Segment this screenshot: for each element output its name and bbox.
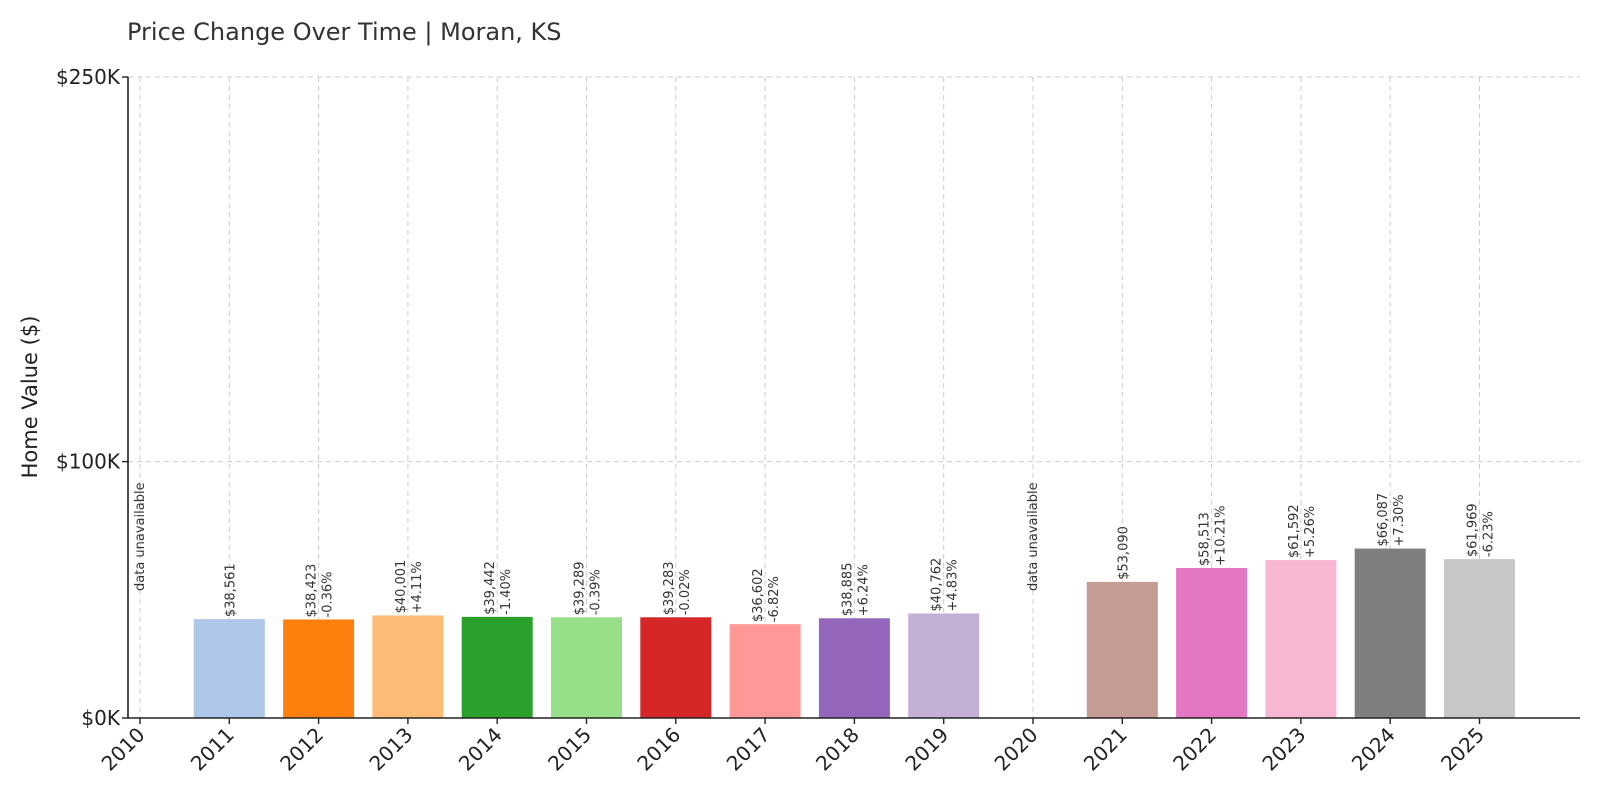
missing-data-label: data unavailable (133, 482, 148, 591)
bar-2012 (283, 619, 355, 718)
x-tick-label: 2018 (811, 723, 864, 776)
x-tick-label: 2010 (97, 723, 150, 776)
bar-2025 (1444, 559, 1515, 718)
change-label: +7.30% (1392, 494, 1407, 546)
bar-2019 (908, 613, 980, 718)
x-tick-label: 2020 (990, 723, 1043, 776)
bar-2021 (1086, 581, 1158, 718)
chart-title: Price Change Over Time | Moran, KS (127, 18, 562, 46)
change-label: +10.21% (1214, 506, 1229, 566)
missing-data-label: data unavailable (1026, 482, 1041, 591)
y-tick-label: $100K (56, 450, 121, 474)
value-label: $58,513 (1198, 512, 1213, 566)
change-label: +5.26% (1303, 506, 1318, 558)
value-label: $39,289 (573, 561, 588, 615)
value-label: $66,087 (1376, 493, 1391, 547)
value-label: $38,423 (305, 564, 320, 618)
x-tick-label: 2021 (1079, 723, 1132, 776)
y-tick-label: $0K (81, 706, 120, 730)
value-label: $40,001 (394, 560, 409, 614)
x-tick-label: 2017 (722, 723, 775, 776)
bar-2011 (193, 619, 265, 718)
value-label: $40,762 (930, 558, 945, 612)
bars (193, 548, 1515, 718)
bar-2022 (1176, 567, 1248, 718)
data-labels: data unavailable $38,561 $38,423 -0.36% $40,… (133, 482, 1497, 622)
value-label: $61,969 (1466, 503, 1481, 557)
x-tick-label: 2013 (364, 723, 417, 776)
change-label: +6.24% (856, 564, 871, 616)
x-tick-label: 2014 (454, 723, 507, 776)
change-label: -0.02% (678, 569, 693, 615)
bar-2017 (729, 624, 801, 718)
change-label: -1.40% (499, 569, 514, 615)
change-label: -0.36% (321, 571, 336, 617)
value-label: $39,283 (662, 562, 677, 616)
bar-2014 (461, 616, 533, 718)
value-label: $38,885 (840, 563, 855, 617)
bar-2023 (1265, 560, 1337, 718)
y-axis-label: Home Value ($) (18, 316, 42, 479)
y-tick-label: $250K (56, 65, 121, 89)
change-label: -0.39% (589, 569, 604, 615)
x-tick-label: 2024 (1347, 723, 1400, 776)
bar-2024 (1354, 548, 1426, 718)
bar-2015 (551, 617, 622, 718)
value-label: $61,592 (1287, 504, 1302, 558)
x-tick-label: 2022 (1168, 723, 1221, 776)
x-tick-label: 2012 (275, 723, 328, 776)
x-tick-label: 2015 (543, 723, 596, 776)
value-label: $38,561 (223, 563, 238, 617)
x-tick-label: 2011 (186, 723, 239, 776)
x-tick-label: 2016 (632, 723, 685, 776)
x-tick-label: 2023 (1257, 723, 1310, 776)
value-label: $39,442 (483, 561, 498, 615)
change-label: +4.11% (410, 561, 425, 613)
bar-2016 (640, 617, 712, 718)
x-tick-label: 2019 (900, 723, 953, 776)
bar-2018 (818, 618, 890, 718)
bar-2013 (372, 615, 444, 718)
value-label: $36,602 (751, 568, 766, 622)
change-label: +4.83% (946, 559, 961, 611)
change-label: -6.82% (767, 576, 782, 622)
x-tick-label: 2025 (1436, 723, 1489, 776)
value-label: $53,090 (1116, 526, 1131, 580)
change-label: -6.23% (1482, 511, 1497, 557)
